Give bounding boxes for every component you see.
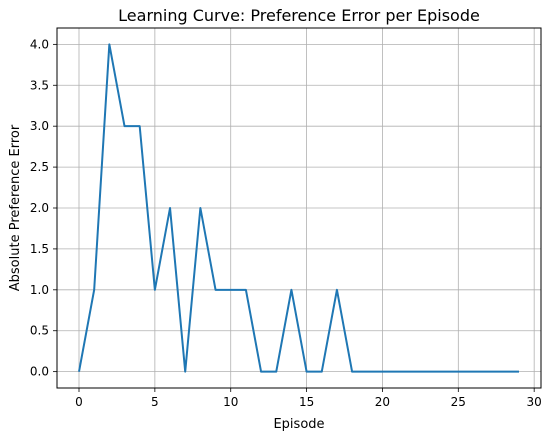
x-tick-label: 15	[299, 395, 314, 409]
y-tick-label: 1.0	[30, 283, 49, 297]
y-tick-label: 2.5	[30, 160, 49, 174]
chart-title: Learning Curve: Preference Error per Epi…	[118, 6, 480, 25]
series-group	[78, 43, 519, 373]
y-tick-label: 0.5	[30, 324, 49, 338]
y-tick-label: 1.5	[30, 242, 49, 256]
y-tick-label: 4.0	[30, 37, 49, 51]
x-axis: 0 5 10 15 20 25 30	[75, 388, 542, 409]
x-tick-label: 5	[151, 395, 159, 409]
y-tick-label: 0.0	[30, 365, 49, 379]
y-axis-label: Absolute Preference Error	[8, 124, 23, 291]
x-tick-label: 25	[451, 395, 466, 409]
x-tick-label: 20	[375, 395, 390, 409]
series-line	[78, 43, 519, 373]
x-axis-label: Episode	[273, 417, 324, 432]
grid-lines	[57, 28, 541, 388]
x-tick-label: 10	[223, 395, 238, 409]
x-tick-label: 30	[527, 395, 542, 409]
y-axis: 0.0 0.5 1.0 1.5 2.0 2.5 3.0 3.5 4.0	[30, 37, 57, 379]
x-tick-label: 0	[75, 395, 83, 409]
y-tick-label: 3.5	[30, 78, 49, 92]
y-tick-label: 2.0	[30, 201, 49, 215]
y-tick-label: 3.0	[30, 119, 49, 133]
